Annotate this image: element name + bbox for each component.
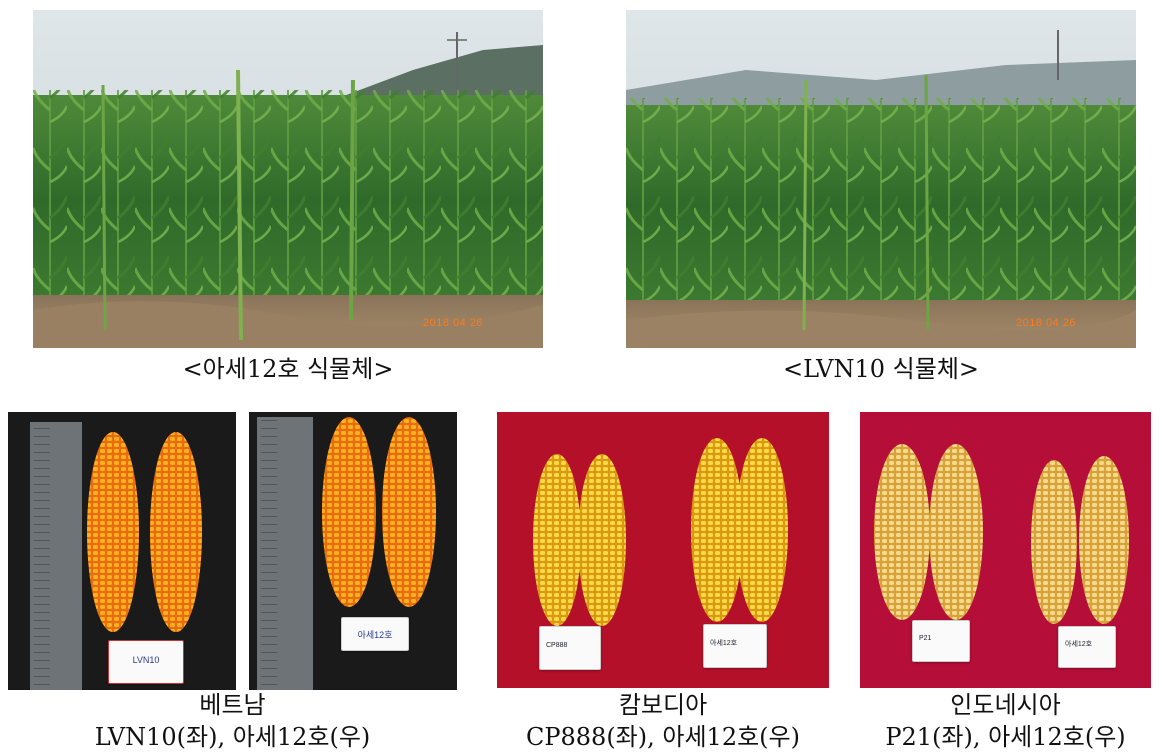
label-card: CP888 xyxy=(539,626,601,670)
caption-vietnam-varieties: LVN10(좌), 아세12호(우) xyxy=(94,723,371,751)
ear-photo-lvn10: LVN10 xyxy=(8,412,236,690)
date-stamp: 2018 04 26 xyxy=(423,317,484,329)
field-photo-lvn10: 2018 04 26 xyxy=(626,10,1136,348)
ear-photo-indonesia: P21 아세12호 xyxy=(860,412,1151,688)
field-photo-asei12: 2018 04 26 xyxy=(33,10,543,348)
label-card: P21 xyxy=(912,620,970,662)
ear-photo-asei12-vn: 아세12호 xyxy=(249,412,457,690)
caption-indonesia-varieties: P21(좌), 아세12호(우) xyxy=(885,723,1126,751)
caption-country-cambodia: 캄보디아 xyxy=(618,691,708,719)
label-card: 아세12호 xyxy=(703,624,767,668)
date-stamp: 2018 04 26 xyxy=(1016,317,1077,329)
ear-photo-cambodia: CP888 아세12호 xyxy=(497,412,829,688)
caption-lvn10-plant: <LVN10 식물체> xyxy=(782,355,980,383)
caption-country-indonesia: 인도네시아 xyxy=(950,691,1061,719)
caption-country-vietnam: 베트남 xyxy=(199,691,266,719)
label-card: LVN10 xyxy=(108,640,184,684)
caption-asei12-plant: <아세12호 식물체> xyxy=(182,355,394,383)
label-card: 아세12호 xyxy=(341,617,409,651)
label-card: 아세12호 xyxy=(1058,626,1116,668)
caption-cambodia-varieties: CP888(좌), 아세12호(우) xyxy=(526,723,800,751)
